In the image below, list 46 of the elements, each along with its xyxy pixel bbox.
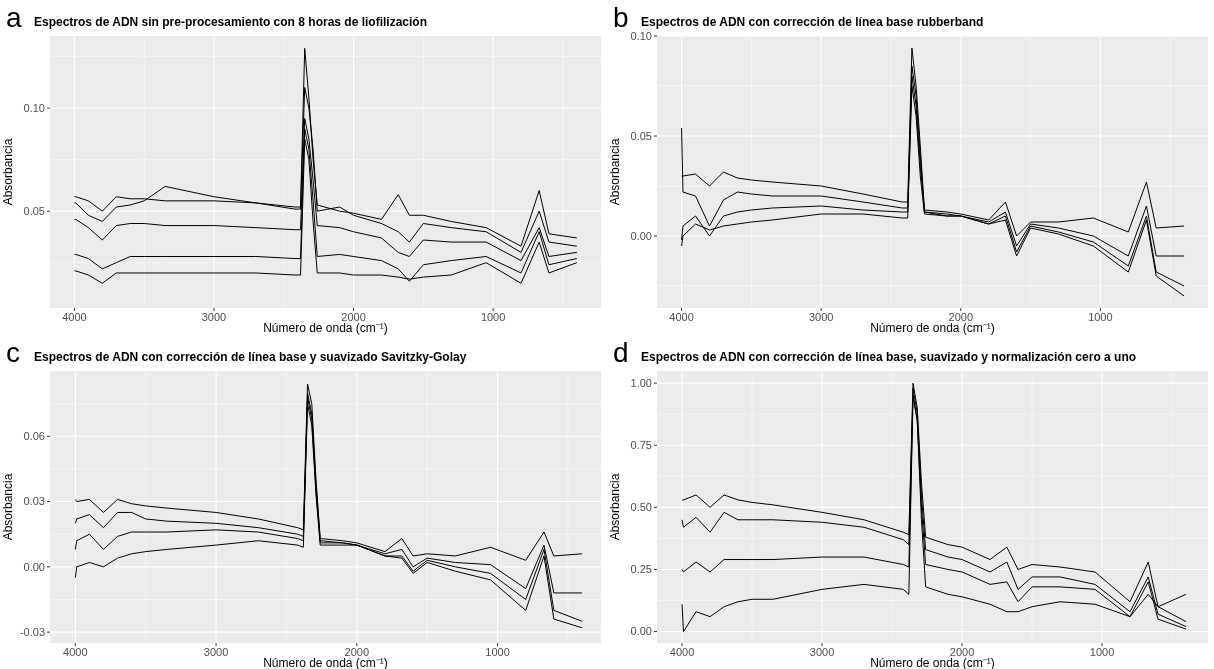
y-tick-label: 0.00 [23,560,45,573]
y-axis-title: Absorbancia [1,473,15,541]
x-tick-label: 1000 [1088,311,1113,323]
y-axis-title: Absorbancia [608,473,622,541]
y-tick-label: 0.10 [630,29,652,42]
y-tick-label: 0.03 [23,495,45,508]
y-tick-label: 0.00 [630,229,652,242]
y-tick-label: 0.75 [630,439,652,452]
chart-title: Espectros de ADN con corrección de línea base rubberband [641,15,984,29]
x-axis-title: Número de onda (cm⁻¹) [263,321,388,335]
x-tick-label: 4000 [63,646,88,658]
y-tick-label: 1.00 [630,377,652,390]
y-axis-title: Absorbancia [608,138,622,206]
text: a [6,2,22,33]
chart-title: Espectros de ADN sin pre-procesamiento con 8 horas de liofilización [34,15,427,29]
y-tick-label: 0.00 [630,625,652,638]
x-tick-label: 3000 [809,646,835,658]
chart-title: Espectros de ADN con corrección de línea base y suavizado Savitzky-Golay [34,350,467,364]
x-tick-label: 2000 [341,311,366,323]
y-tick-label: 0.05 [23,205,45,217]
x-tick-label: 2000 [948,311,974,323]
x-tick-label: 1000 [485,646,510,658]
x-tick-label: 1000 [1089,646,1115,658]
y-tick-label: 0.10 [23,101,45,114]
y-tick-label: 0.06 [23,430,45,443]
x-tick-label: 2000 [949,646,975,658]
x-tick-label: 4000 [669,646,695,658]
x-tick-label: 4000 [62,311,87,323]
x-axis-title: Número de onda (cm⁻¹) [870,321,995,335]
x-axis-title: Número de onda (cm⁻¹) [870,656,995,669]
x-tick-label: 3000 [201,311,227,323]
y-tick-label: -0.03 [19,625,45,638]
x-tick-label: 3000 [808,311,834,323]
y-axis-title: Absorbancia [1,138,15,206]
x-tick-label: 2000 [344,646,370,658]
x-tick-label: 1000 [480,311,506,323]
text: d [613,337,629,368]
y-tick-label: 0.05 [630,129,652,142]
text: b [613,2,629,33]
text: c [6,337,20,368]
chart-title: Espectros de ADN con corrección de línea base, suavizado y normalización cero a uno [641,350,1137,364]
x-axis-title: Número de onda (cm⁻¹) [263,656,388,669]
y-tick-label: 0.25 [630,563,652,576]
x-tick-label: 4000 [669,311,694,323]
x-tick-label: 3000 [203,646,229,658]
y-tick-label: 0.50 [630,501,652,514]
